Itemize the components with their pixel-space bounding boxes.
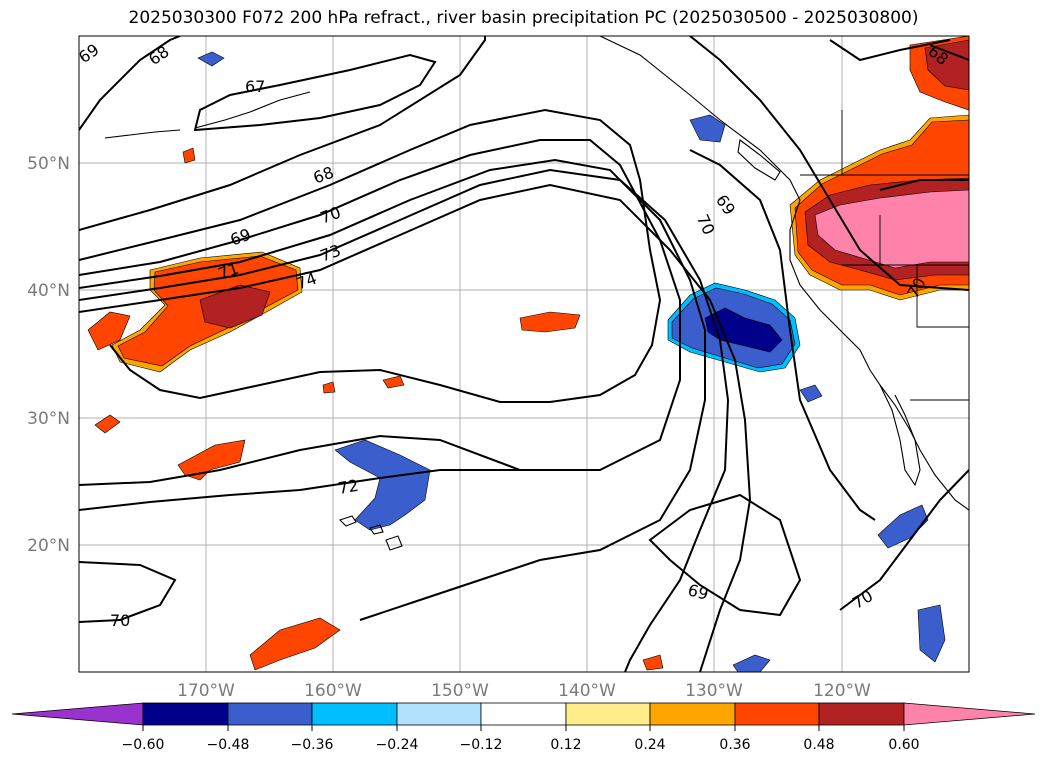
longitude-labels: 170°W 160°W 150°W 140°W 130°W 120°W (177, 681, 871, 701)
map-title: 2025030300 F072 200 hPa refract., river … (128, 8, 919, 28)
colorbar-tick-label: 0.36 (719, 737, 750, 753)
anomaly-small-2 (182, 147, 196, 164)
anomaly-south (249, 617, 341, 671)
anomaly-jet-band-core (199, 284, 271, 329)
anomaly-baja (877, 504, 929, 549)
colorbar-tick-label: −0.60 (122, 737, 165, 753)
north-america-coast (599, 36, 969, 511)
contour-70 (79, 139, 681, 486)
positive-anomaly-regions (87, 36, 969, 671)
colorbar-tick-label: −0.12 (460, 737, 503, 753)
lat-label: 20°N (27, 536, 70, 556)
colorbar (11, 702, 1036, 726)
anomaly-mid-pacific (519, 311, 581, 333)
contour-68 (79, 36, 486, 231)
colorbar-tick-label: −0.36 (291, 737, 334, 753)
lon-label: 120°W (813, 681, 871, 701)
anomaly-small-1 (94, 414, 121, 434)
latitude-labels: 50°N 40°N 30°N 20°N (27, 154, 70, 556)
anomaly-west-edge (87, 311, 131, 351)
hawaii-islands (338, 515, 403, 551)
contour-label: 69 (686, 580, 711, 604)
contour-70-se (839, 469, 969, 611)
negative-anomaly-regions (197, 51, 946, 672)
colorbar-tick-label: 0.48 (803, 737, 834, 753)
anomaly-small-7 (732, 654, 771, 672)
colorbar-segment (396, 702, 482, 726)
lat-label: 30°N (27, 409, 70, 429)
contour-69-south (648, 493, 802, 617)
lon-label: 150°W (431, 681, 489, 701)
anomaly-northwest-us-peak (814, 189, 969, 269)
colorbar-tick-label: 0.24 (634, 737, 665, 753)
anomaly-small-3 (322, 381, 336, 394)
refractivity-contours (79, 36, 969, 672)
lon-label: 160°W (304, 681, 362, 701)
contour-68-east (879, 179, 969, 191)
aleutian-islands (104, 91, 311, 139)
contour-label: 70 (110, 611, 130, 630)
colorbar-segment (565, 702, 651, 726)
colorbar-segment (734, 702, 820, 726)
coastlines (104, 36, 969, 551)
contour-70-sw (79, 561, 177, 623)
anomaly-vancouver (689, 114, 726, 143)
lon-label: 170°W (177, 681, 235, 701)
contour-67 (193, 53, 437, 132)
colorbar-segment (649, 702, 736, 726)
colorbar-tick-label: −0.24 (376, 737, 419, 753)
lat-label: 40°N (27, 281, 70, 301)
anomaly-small-4 (382, 375, 405, 389)
colorbar-tick-label: 0.12 (550, 737, 581, 753)
contour-69 (79, 108, 662, 403)
colorbar-segment (480, 702, 567, 726)
colorbar-segment (311, 702, 398, 726)
lon-label: 140°W (558, 681, 616, 701)
contour-70-east (689, 149, 876, 521)
contour-74 (79, 183, 752, 672)
colorbar-tick-label: 0.60 (888, 737, 919, 753)
anomaly-small-6 (799, 384, 823, 403)
baja-california (879, 384, 921, 487)
lat-label: 50°N (27, 154, 70, 174)
colorbar-tick-labels: −0.60 −0.48 −0.36 −0.24 −0.12 0.12 0.24 … (122, 737, 920, 753)
contour-71 (79, 158, 706, 621)
colorbar-extend-high (903, 702, 1036, 726)
map-area (79, 36, 969, 672)
lon-label: 130°W (685, 681, 743, 701)
anomaly-small-8 (197, 51, 225, 67)
anomaly-southeast (917, 604, 946, 663)
colorbar-segment (142, 702, 229, 726)
colorbar-tick-label: −0.48 (207, 737, 250, 753)
contour-70-northeast (829, 39, 951, 62)
contour-label: 72 (337, 476, 360, 498)
contour-69-east (689, 36, 969, 291)
anomaly-alaska-core (924, 39, 969, 91)
contour-73 (79, 168, 730, 672)
contour-72 (79, 469, 600, 511)
colorbar-segment (818, 702, 905, 726)
anomaly-small-5 (642, 654, 664, 671)
anomaly-offshore-california-core (704, 307, 783, 353)
contour-68-northeast (929, 44, 969, 61)
map-border (78, 35, 970, 673)
colorbar-ticks (142, 725, 905, 731)
contour-68-north (79, 36, 181, 131)
colorbar-segment (227, 702, 313, 726)
colorbar-extend-low (11, 702, 144, 726)
vancouver-island (737, 139, 781, 181)
contour-label: 67 (245, 77, 265, 96)
